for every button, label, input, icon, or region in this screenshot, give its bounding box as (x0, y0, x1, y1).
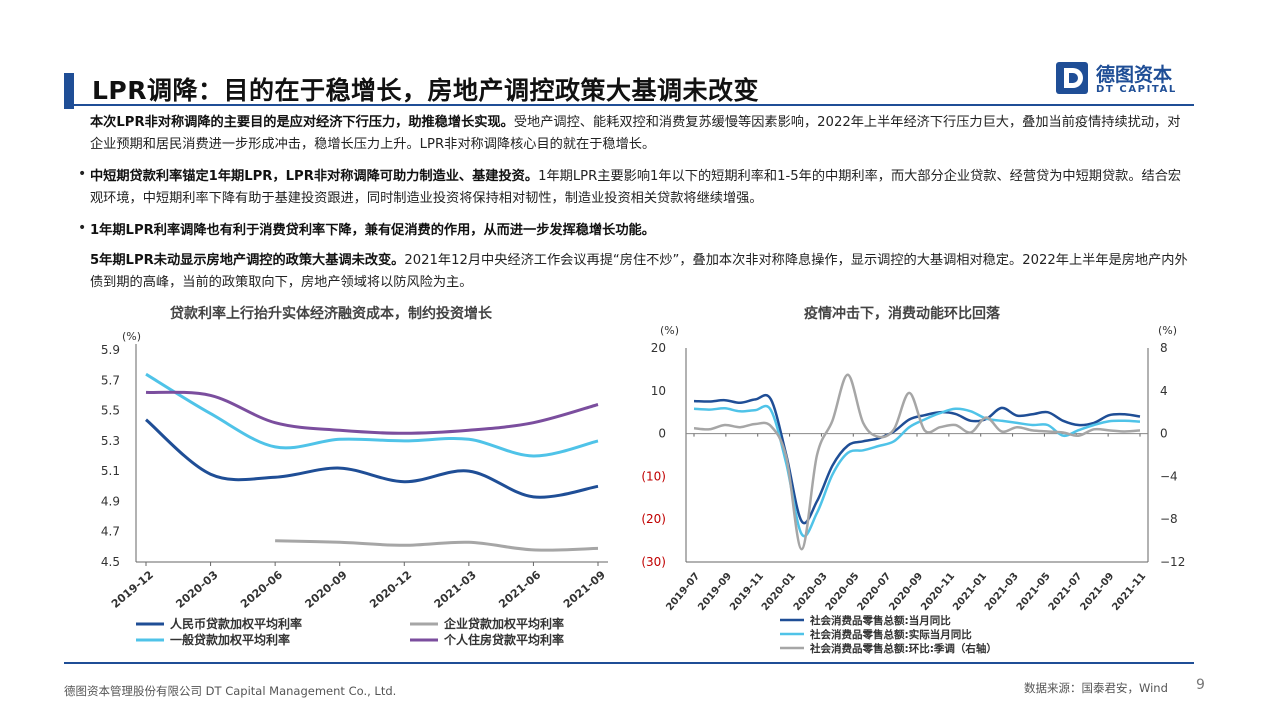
logo-text-en: DT CAPITAL (1096, 84, 1177, 95)
paragraph-housing-lead: 5年期LPR未动显示房地产调控的政策大基调未改变。 (90, 253, 405, 268)
y-tick-label: 5.1 (101, 464, 120, 478)
y-tick-label-right: −12 (1160, 555, 1185, 569)
y-tick-label: 4.9 (101, 494, 120, 508)
series-line-3 (693, 373, 1141, 551)
header-divider (64, 104, 1194, 106)
y-tick-label: 5.5 (101, 404, 120, 418)
y-tick-label-left: (10) (641, 469, 666, 483)
paragraph-summary-lead: 本次LPR非对称调降的主要目的是应对经济下行压力，助推稳增长实现。 (90, 115, 514, 130)
left-chart-title: 贷款利率上行抬升实体经济融资成本，制约投资增长 (170, 306, 492, 322)
x-tick-label: 2021-06 (496, 568, 543, 611)
y-tick-label: 5.9 (101, 343, 120, 357)
page-number: 9 (1196, 677, 1205, 693)
y-tick-label-right: −4 (1160, 469, 1178, 483)
x-tick-label: 2021-03 (432, 568, 479, 610)
series-line-1 (145, 418, 599, 499)
title-accent-bar (64, 73, 74, 109)
y-tick-label: 5.7 (101, 373, 120, 387)
series-line-4 (145, 390, 599, 435)
y-tick-label: 4.5 (101, 555, 120, 569)
bullet-marker: • (78, 220, 87, 236)
paragraph-summary-body: 受地产调控、能耗双控和消费复苏缓慢等因素影响，2022年上半年经济下行压力巨大，… (90, 115, 1181, 152)
legend-label: 企业贷款加权平均利率 (443, 616, 564, 631)
y-tick-label: 5.3 (101, 434, 120, 448)
y-tick-label-right: 8 (1160, 341, 1168, 355)
retail-sales-chart: (%) (%)20100(10)(20)(30)840−4−8−122019-07… (641, 324, 1185, 655)
series-line-2 (693, 404, 1141, 538)
bullet-item-1: 中短期贷款利率锚定1年期LPR，LPR非对称调降可助力制造业、基建投资。1年期L… (90, 166, 1190, 210)
y-tick-label-right: −8 (1160, 512, 1178, 526)
bullet-item-1-body: 1年期LPR主要影响1年以下的短期利率和1-5年的中期利率，而大部分企业贷款、经… (90, 169, 1182, 206)
legend-label: 社会消费品零售总额:当月同比 (809, 614, 951, 627)
bullet-item-1-lead: 中短期贷款利率锚定1年期LPR，LPR非对称调降可助力制造业、基建投资。 (90, 169, 539, 184)
logo-text-cn: 德图资本 (1096, 64, 1173, 86)
y-axis-unit-right: (%) (1158, 324, 1177, 337)
x-tick-label: 2021-11 (1110, 571, 1148, 613)
legend-label: 社会消费品零售总额:环比:季调（右轴） (809, 642, 997, 655)
x-tick-label: 2020-12 (367, 568, 414, 610)
legend-label: 个人住房贷款平均利率 (443, 632, 564, 647)
series-line-1 (693, 393, 1141, 525)
y-tick-label-right: 4 (1160, 384, 1168, 398)
paragraph-summary: 本次LPR非对称调降的主要目的是应对经济下行压力，助推稳增长实现。受地产调控、能… (90, 112, 1190, 156)
series-line-2 (145, 372, 599, 458)
y-tick-label-left: (30) (641, 555, 666, 569)
y-axis-unit: (%) (122, 330, 141, 343)
footer-divider (64, 662, 1194, 664)
right-chart-title: 疫情冲击下，消费动能环比回落 (804, 306, 1000, 322)
y-tick-label-left: (20) (641, 512, 666, 526)
x-tick-label: 2020-03 (173, 568, 220, 610)
paragraph-housing-body: 2021年12月中央经济工作会议再提“房住不炒”，叠加本次非对称降息操作，显示调… (90, 253, 1188, 290)
paragraph-housing: 5年期LPR未动显示房地产调控的政策大基调未改变。2021年12月中央经济工作会… (90, 250, 1190, 294)
legend-label: 一般贷款加权平均利率 (170, 632, 290, 647)
x-tick-label: 2020-06 (238, 568, 285, 611)
y-tick-label-left: 0 (658, 427, 666, 441)
x-tick-label: 2019-12 (109, 568, 156, 610)
legend-label: 社会消费品零售总额:实际当月同比 (809, 628, 972, 641)
y-tick-label-left: 10 (651, 384, 666, 398)
x-tick-label: 2020-09 (303, 568, 350, 610)
series-line-3 (275, 539, 599, 552)
logo-mark-icon (1056, 62, 1088, 94)
y-tick-label-left: 20 (651, 341, 666, 355)
y-tick-label: 4.7 (101, 525, 120, 539)
footer-source: 数据来源：国泰君安，Wind (1024, 681, 1168, 695)
footer-company: 德图资本管理股份有限公司 DT Capital Management Co., … (64, 684, 397, 698)
bullet-marker: • (78, 166, 87, 182)
y-axis-unit-left: (%) (660, 324, 679, 337)
page-title: LPR调降：目的在于稳增长，房地产调控政策大基调未改变 (92, 76, 760, 105)
y-tick-label-right: 0 (1160, 427, 1168, 441)
company-logo: 德图资本 DT CAPITAL (1056, 62, 1196, 98)
bullet-item-2-lead: 1年期LPR利率调降也有利于消费贷利率下降，兼有促消费的作用，从而进一步发挥稳增… (90, 223, 655, 238)
x-tick-label: 2021-09 (561, 568, 608, 610)
bullet-item-2: 1年期LPR利率调降也有利于消费贷利率下降，兼有促消费的作用，从而进一步发挥稳增… (90, 220, 1190, 242)
legend-label: 人民币贷款加权平均利率 (170, 616, 302, 631)
